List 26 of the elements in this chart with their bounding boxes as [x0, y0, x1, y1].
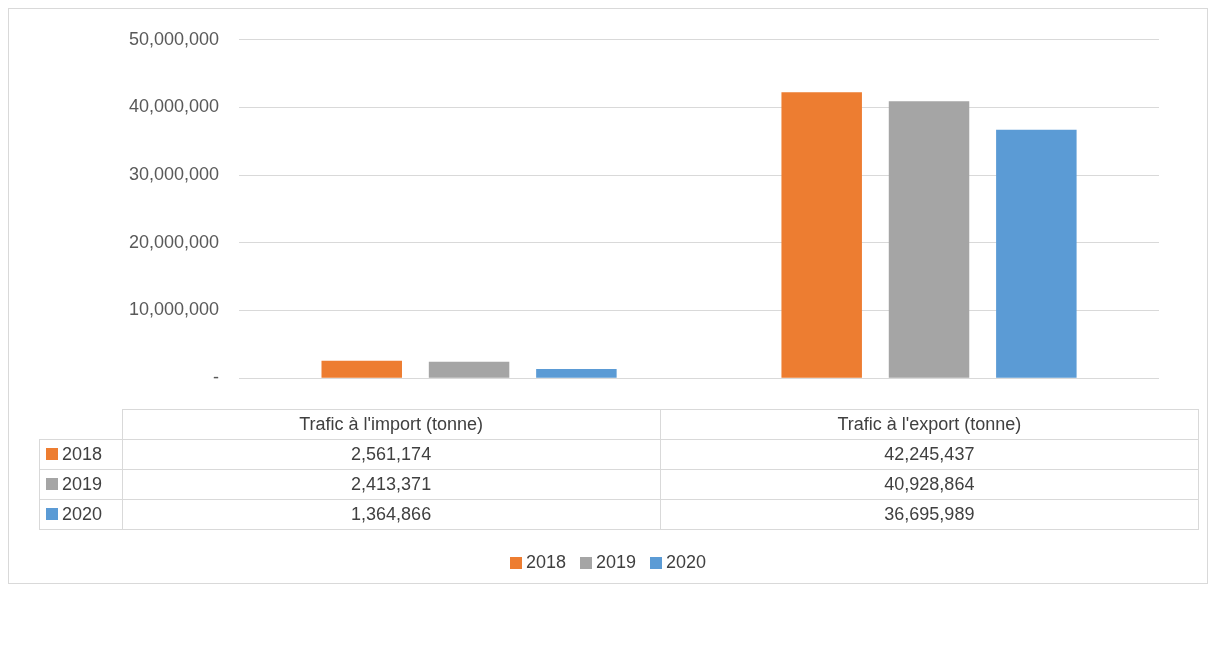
- data-label: 1,364,866: [122, 499, 661, 530]
- data-label: 2,413,371: [122, 469, 661, 500]
- text: 2019: [62, 474, 103, 494]
- y-tick-label: 30,000,000: [128, 164, 220, 185]
- legend-label: 2018: [525, 552, 566, 573]
- text: 2018: [62, 444, 103, 464]
- bar: [996, 129, 1077, 378]
- y-tick-label: 40,000,000: [128, 96, 220, 117]
- data-label: 36,695,989: [660, 499, 1199, 530]
- data-label: 42,245,437: [660, 439, 1199, 470]
- bar: [888, 101, 970, 378]
- text: 2020: [62, 504, 103, 524]
- x-tick-label: Trafic à l'export (tonne): [660, 409, 1199, 440]
- y-tick-label: 20,000,000: [128, 231, 220, 252]
- bar: [536, 368, 617, 378]
- data-label: 40,928,864: [660, 469, 1199, 500]
- data-label: 2,561,174: [122, 439, 661, 470]
- legend-label: 2019: [595, 552, 637, 573]
- legend-label: 2020: [666, 552, 707, 573]
- y-tick-label: 50,000,000: [128, 28, 220, 49]
- bar: [321, 360, 402, 378]
- bar: [781, 92, 862, 378]
- y-tick-label: 10,000,000: [128, 299, 220, 320]
- y-tick-label: -: [213, 367, 220, 388]
- x-tick-label: Trafic à l'import (tonne): [122, 409, 661, 440]
- bar: [428, 361, 510, 378]
